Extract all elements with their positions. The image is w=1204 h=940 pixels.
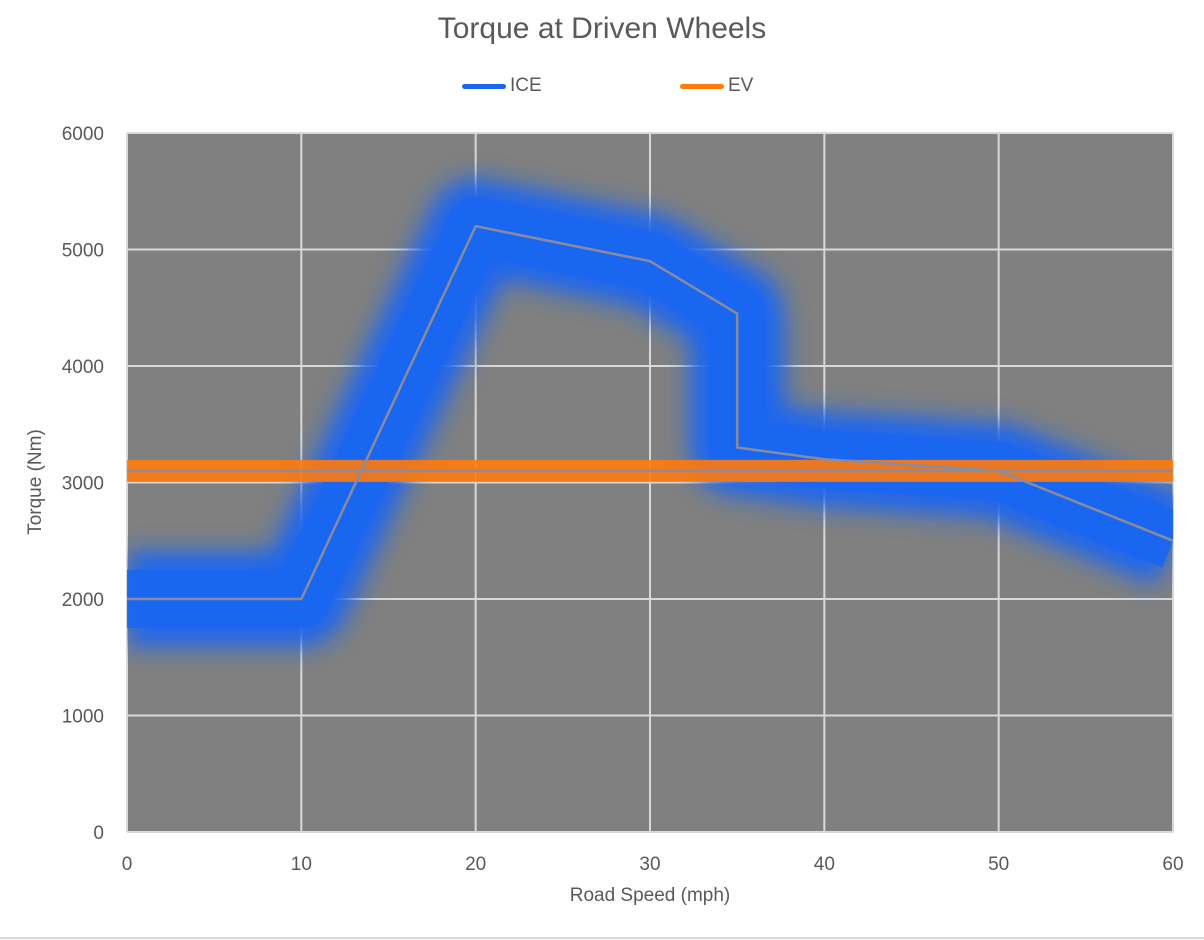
x-tick-label: 0 — [122, 854, 133, 875]
x-tick-label: 30 — [639, 854, 660, 875]
x-tick-label: 60 — [1162, 854, 1183, 875]
x-tick-label: 20 — [465, 854, 486, 875]
y-tick-label: 4000 — [62, 357, 104, 378]
legend-item-ice: ICE — [462, 74, 542, 98]
chart-title: Torque at Driven Wheels — [437, 12, 767, 45]
legend-swatch-ice — [462, 83, 506, 89]
y-tick-label: 3000 — [62, 474, 104, 495]
legend-item-ev: EV — [680, 74, 753, 98]
x-tick-label: 40 — [814, 854, 835, 875]
bottom-divider — [0, 937, 1204, 939]
legend-label-ev: EV — [728, 75, 754, 96]
y-tick-label: 0 — [93, 823, 104, 844]
series-line-ice — [127, 224, 1173, 601]
legend-label-ice: ICE — [510, 75, 542, 96]
y-tick-label: 2000 — [62, 590, 104, 611]
y-tick-label: 1000 — [62, 707, 104, 728]
x-tick-label: 50 — [988, 854, 1009, 875]
x-tick-label: 10 — [291, 854, 312, 875]
y-tick-label: 5000 — [62, 241, 104, 262]
y-tick-label: 6000 — [62, 124, 104, 145]
y-axis-title: Torque (Nm) — [25, 429, 46, 535]
x-axis-title: Road Speed (mph) — [569, 885, 731, 906]
legend-swatch-ev — [680, 83, 724, 89]
